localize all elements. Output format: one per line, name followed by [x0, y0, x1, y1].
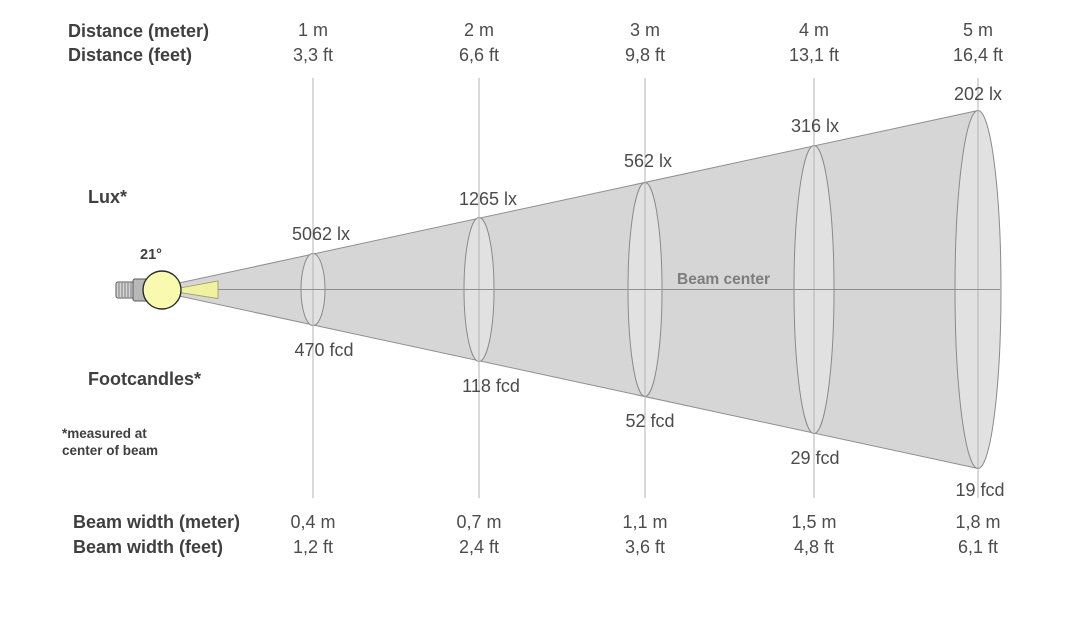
label-distance-meter: Distance (meter) — [68, 21, 209, 41]
fcd-value-1m: 470 fcd — [294, 340, 353, 360]
width-ft-4m: 4,8 ft — [794, 537, 834, 557]
lux-value-4m: 316 lx — [791, 116, 839, 136]
fcd-value-4m: 29 fcd — [790, 448, 839, 468]
width-ft-2m: 2,4 ft — [459, 537, 499, 557]
label-footcandles: Footcandles* — [88, 369, 201, 389]
distance-m-2m: 2 m — [464, 20, 494, 40]
distance-ft-2m: 6,6 ft — [459, 45, 499, 65]
distance-m-4m: 4 m — [799, 20, 829, 40]
lux-values: 5062 lx 1265 lx 562 lx 316 lx 202 lx — [292, 84, 1002, 244]
width-m-1m: 0,4 m — [290, 512, 335, 532]
beam-angle-label: 21° — [140, 247, 162, 263]
grid-lines — [312, 78, 979, 498]
fcd-value-3m: 52 fcd — [625, 411, 674, 431]
label-beam-width-feet: Beam width (feet) — [73, 537, 223, 557]
footcandle-values: 470 fcd 118 fcd 52 fcd 29 fcd 19 fcd — [294, 340, 1004, 500]
distance-values: 1 m 3,3 ft 2 m 6,6 ft 3 m 9,8 ft 4 m 13,… — [293, 20, 1003, 65]
width-m-3m: 1,1 m — [622, 512, 667, 532]
lamp-thread-ridges — [118, 283, 132, 297]
distance-ft-5m: 16,4 ft — [953, 45, 1003, 65]
lux-value-5m: 202 lx — [954, 84, 1002, 104]
fcd-value-2m: 118 fcd — [462, 376, 520, 396]
label-note-line1: *measured at — [62, 426, 147, 441]
fcd-value-5m: 19 fcd — [955, 480, 1004, 500]
label-note-line2: center of beam — [62, 443, 158, 458]
beam-center-label: Beam center — [677, 271, 770, 288]
distance-m-5m: 5 m — [963, 20, 993, 40]
distance-ft-3m: 9,8 ft — [625, 45, 665, 65]
distance-ft-1m: 3,3 ft — [293, 45, 333, 65]
label-distance-feet: Distance (feet) — [68, 45, 192, 65]
label-lux: Lux* — [88, 187, 127, 207]
width-ft-5m: 6,1 ft — [958, 537, 998, 557]
beam-width-values: 0,4 m 1,2 ft 0,7 m 2,4 ft 1,1 m 3,6 ft 1… — [290, 512, 1000, 557]
width-m-5m: 1,8 m — [955, 512, 1000, 532]
distance-m-1m: 1 m — [298, 20, 328, 40]
lux-value-3m: 562 lx — [624, 151, 672, 171]
lux-value-1m: 5062 lx — [292, 224, 350, 244]
row-labels: Distance (meter) Distance (feet) Lux* Fo… — [62, 21, 770, 557]
lamp — [115, 270, 219, 310]
distance-ft-4m: 13,1 ft — [789, 45, 839, 65]
lux-value-2m: 1265 lx — [459, 189, 517, 209]
width-m-2m: 0,7 m — [456, 512, 501, 532]
width-m-4m: 1,5 m — [791, 512, 836, 532]
width-ft-1m: 1,2 ft — [293, 537, 333, 557]
width-ft-3m: 3,6 ft — [625, 537, 665, 557]
bulb-icon — [142, 270, 182, 310]
distance-m-3m: 3 m — [630, 20, 660, 40]
label-beam-width-meter: Beam width (meter) — [73, 512, 240, 532]
